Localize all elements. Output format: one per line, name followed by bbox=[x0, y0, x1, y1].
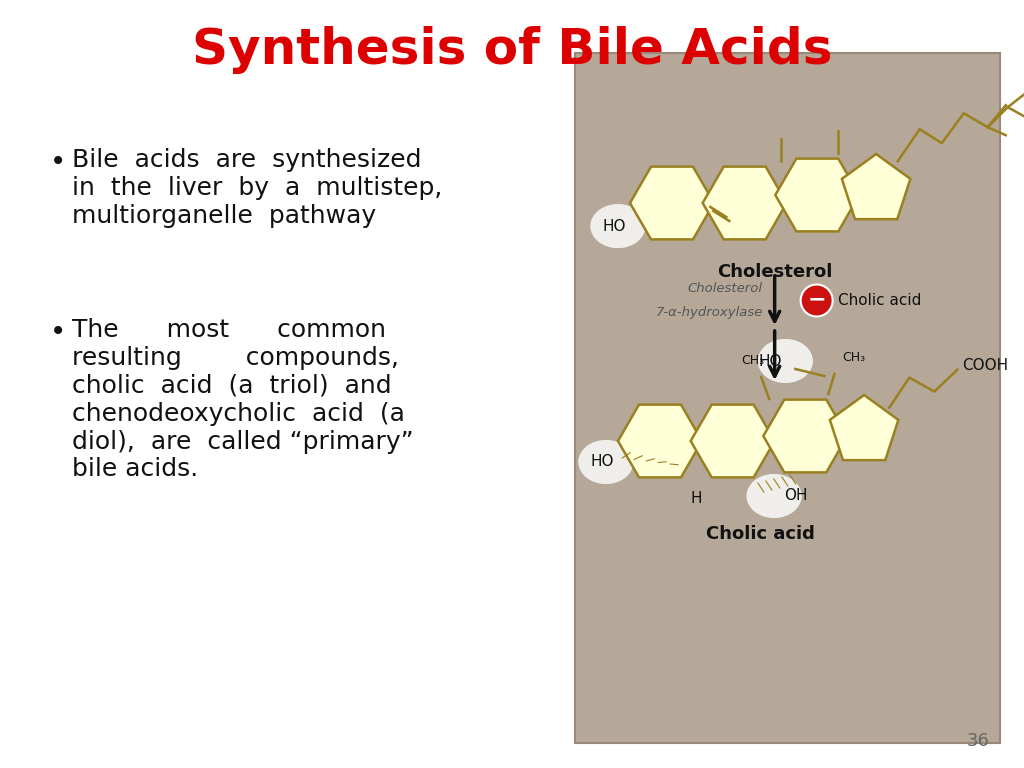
Text: H: H bbox=[691, 491, 702, 506]
Text: Bile  acids  are  synthesized: Bile acids are synthesized bbox=[72, 148, 422, 172]
Ellipse shape bbox=[746, 474, 802, 518]
FancyBboxPatch shape bbox=[575, 53, 1000, 743]
Text: Cholic acid: Cholic acid bbox=[838, 293, 921, 308]
Text: multiorganelle  pathway: multiorganelle pathway bbox=[72, 204, 376, 228]
Ellipse shape bbox=[579, 440, 634, 484]
Ellipse shape bbox=[746, 474, 802, 518]
Text: •: • bbox=[50, 318, 67, 346]
Ellipse shape bbox=[746, 474, 802, 518]
Ellipse shape bbox=[579, 440, 634, 484]
Text: COOH: COOH bbox=[963, 358, 1009, 373]
Text: •: • bbox=[50, 148, 67, 176]
Text: HO: HO bbox=[759, 353, 782, 369]
Text: HO: HO bbox=[602, 219, 626, 233]
Text: resulting        compounds,: resulting compounds, bbox=[72, 346, 399, 370]
Ellipse shape bbox=[758, 339, 813, 383]
Ellipse shape bbox=[591, 204, 645, 248]
Text: Cholesterol: Cholesterol bbox=[688, 282, 763, 295]
Text: OH: OH bbox=[784, 488, 808, 504]
Polygon shape bbox=[702, 167, 786, 240]
Text: Cholic acid: Cholic acid bbox=[707, 525, 815, 543]
Ellipse shape bbox=[758, 339, 813, 383]
Text: 7-α-hydroxylase: 7-α-hydroxylase bbox=[655, 306, 763, 319]
Text: HO: HO bbox=[591, 455, 614, 469]
Text: bile acids.: bile acids. bbox=[72, 458, 199, 482]
Polygon shape bbox=[842, 154, 910, 219]
Circle shape bbox=[801, 284, 833, 316]
Text: CH₃: CH₃ bbox=[843, 351, 865, 364]
Text: 36: 36 bbox=[967, 732, 990, 750]
Text: cholic  acid  (a  triol)  and: cholic acid (a triol) and bbox=[72, 374, 391, 398]
Text: The      most      common: The most common bbox=[72, 318, 386, 342]
Polygon shape bbox=[690, 405, 775, 478]
Text: in  the  liver  by  a  multistep,: in the liver by a multistep, bbox=[72, 176, 442, 200]
Text: −: − bbox=[807, 290, 826, 310]
Text: Cholesterol: Cholesterol bbox=[717, 263, 833, 281]
Text: chenodeoxycholic  acid  (a: chenodeoxycholic acid (a bbox=[72, 402, 404, 425]
Ellipse shape bbox=[591, 204, 645, 248]
Text: CH₃: CH₃ bbox=[741, 354, 765, 367]
Ellipse shape bbox=[579, 440, 634, 484]
Ellipse shape bbox=[758, 339, 813, 383]
Polygon shape bbox=[829, 395, 898, 460]
Polygon shape bbox=[763, 399, 847, 472]
Text: diol),  are  called “primary”: diol), are called “primary” bbox=[72, 429, 414, 454]
Polygon shape bbox=[618, 405, 702, 478]
Text: Synthesis of Bile Acids: Synthesis of Bile Acids bbox=[191, 26, 833, 74]
Polygon shape bbox=[775, 159, 859, 231]
Ellipse shape bbox=[591, 204, 645, 248]
Polygon shape bbox=[630, 167, 714, 240]
